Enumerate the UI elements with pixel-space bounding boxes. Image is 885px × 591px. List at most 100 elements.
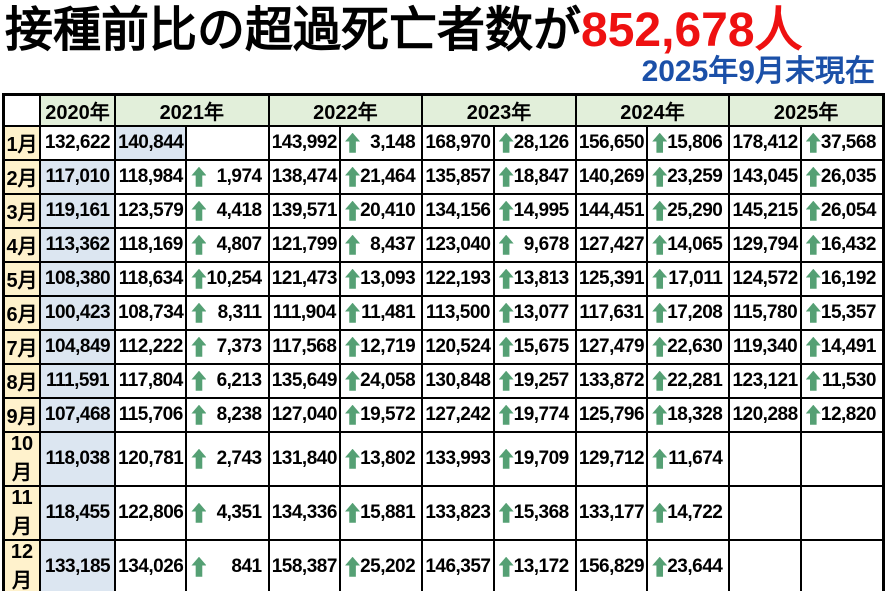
up-arrow-icon	[498, 336, 514, 357]
diff-content: 23,259	[649, 165, 727, 188]
value-cell-2021: 134,026	[114, 538, 188, 591]
month-cell: 5月	[2, 260, 42, 297]
value-cell-2024: 117,631	[574, 294, 649, 331]
diff-value: 15,806	[667, 131, 723, 153]
diff-value: 23,259	[667, 165, 723, 187]
table-row: 2月 117,010 118,984 1,974 138,474 21,464 135,85…	[2, 158, 885, 195]
month-cell: 11月	[2, 484, 42, 541]
value-cell-2021: 123,579	[114, 192, 188, 229]
value-cell-2024: 144,451	[574, 192, 649, 229]
diff-value: 14,995	[513, 199, 570, 221]
diff-cell-2025	[799, 538, 885, 591]
diff-cell-2023: 15,368	[492, 484, 577, 541]
up-arrow-icon	[652, 132, 668, 153]
diff-content: 17,011	[649, 268, 727, 290]
diff-content: 11,481	[342, 302, 420, 324]
diff-value: 14,065	[667, 233, 723, 255]
diff-value: 21,464	[360, 165, 416, 187]
up-arrow-icon	[805, 234, 821, 255]
diff-value: 4,351	[216, 501, 263, 523]
up-arrow-icon	[805, 302, 821, 323]
up-arrow-icon	[191, 200, 207, 221]
value-cell-2025: 123,121	[728, 362, 802, 399]
value-cell-2022: 143,992	[267, 124, 342, 161]
diff-content: 19,709	[496, 448, 574, 470]
diff-value: 25,202	[360, 555, 416, 577]
value-cell-2020: 111,591	[39, 362, 117, 399]
diff-cell-2021	[185, 124, 270, 161]
up-arrow-icon	[498, 268, 514, 289]
diff-value: 1,974	[216, 165, 263, 187]
diff-content: 13,813	[496, 268, 574, 290]
diff-cell-2024: 14,722	[646, 484, 731, 541]
diff-cell-2025	[799, 484, 885, 541]
diff-cell-2021: 4,418	[185, 192, 270, 229]
up-arrow-icon	[652, 302, 668, 323]
diff-cell-2023: 28,126	[492, 124, 577, 161]
value-cell-2020: 117,010	[39, 158, 117, 195]
diff-value: 19,774	[513, 403, 570, 425]
value-cell-2021: 115,706	[114, 396, 188, 433]
diff-content: 841	[188, 556, 266, 578]
value-cell-2023: 168,970	[421, 124, 495, 161]
diff-value: 22,281	[667, 369, 723, 391]
diff-content: 28,126	[496, 132, 574, 154]
diff-value: 16,432	[820, 233, 877, 255]
up-arrow-icon	[191, 336, 207, 357]
diff-cell-2022: 15,881	[339, 484, 424, 541]
value-cell-2022: 135,649	[267, 362, 342, 399]
up-arrow-icon	[652, 556, 668, 577]
diff-content: 14,995	[496, 199, 574, 222]
value-cell-2023: 134,156	[421, 192, 495, 229]
value-cell-2022: 158,387	[267, 538, 342, 591]
table-row: 12月 133,185 134,026 841 158,387 25,202 146,357…	[2, 538, 885, 591]
up-arrow-icon	[498, 234, 514, 255]
diff-content: 19,572	[342, 404, 420, 426]
value-cell-2020: 107,468	[39, 396, 117, 433]
value-cell-2022: 127,040	[267, 396, 342, 433]
diff-cell-2024: 23,644	[646, 538, 731, 591]
title-text: 接種前比の超過死亡者数が	[5, 4, 582, 57]
diff-content: 18,328	[649, 404, 727, 426]
diff-cell-2025: 26,054	[799, 192, 885, 229]
diff-content: 8,238	[188, 404, 266, 426]
diff-content: 22,281	[649, 369, 727, 392]
diff-cell-2023: 19,774	[492, 396, 577, 433]
diff-cell-2021: 6,213	[185, 362, 270, 399]
value-cell-2022: 134,336	[267, 484, 342, 541]
diff-content: 22,630	[649, 336, 727, 358]
diff-content: 19,257	[496, 369, 574, 392]
value-cell-2023: 146,357	[421, 538, 495, 591]
month-cell: 8月	[2, 362, 42, 399]
up-arrow-icon	[345, 502, 361, 523]
value-cell-2023: 135,857	[421, 158, 495, 195]
month-cell: 9月	[2, 396, 42, 433]
diff-value: 18,847	[513, 165, 570, 187]
diff-content: 20,410	[342, 200, 420, 222]
value-cell-2024: 125,796	[574, 396, 649, 433]
diff-value: 19,257	[513, 369, 570, 391]
value-cell-2025	[728, 484, 802, 541]
diff-value: 13,093	[360, 267, 416, 289]
diff-content: 4,351	[188, 501, 266, 524]
up-arrow-icon	[498, 132, 514, 153]
diff-cell-2022: 13,802	[339, 430, 424, 487]
diff-content: 25,290	[649, 200, 727, 222]
diff-value: 4,807	[216, 233, 263, 255]
value-cell-2024: 156,829	[574, 538, 649, 591]
diff-content: 13,802	[342, 448, 420, 470]
up-arrow-icon	[805, 200, 821, 221]
diff-cell-2023: 13,172	[492, 538, 577, 591]
diff-content: 25,202	[342, 555, 420, 578]
value-cell-2022: 139,571	[267, 192, 342, 229]
diff-cell-2025: 16,432	[799, 226, 885, 263]
value-cell-2020: 118,038	[39, 430, 117, 487]
value-cell-2023: 133,993	[421, 430, 495, 487]
diff-cell-2023: 19,257	[492, 362, 577, 399]
month-cell: 12月	[2, 538, 42, 591]
table-body: 1月 132,622 140,844 143,992 3,148 168,970 28,12…	[2, 124, 885, 591]
diff-cell-2022: 11,481	[339, 294, 424, 331]
value-cell-2024: 125,391	[574, 260, 649, 297]
diff-cell-2022: 20,410	[339, 192, 424, 229]
diff-value: 10,254	[206, 267, 262, 289]
